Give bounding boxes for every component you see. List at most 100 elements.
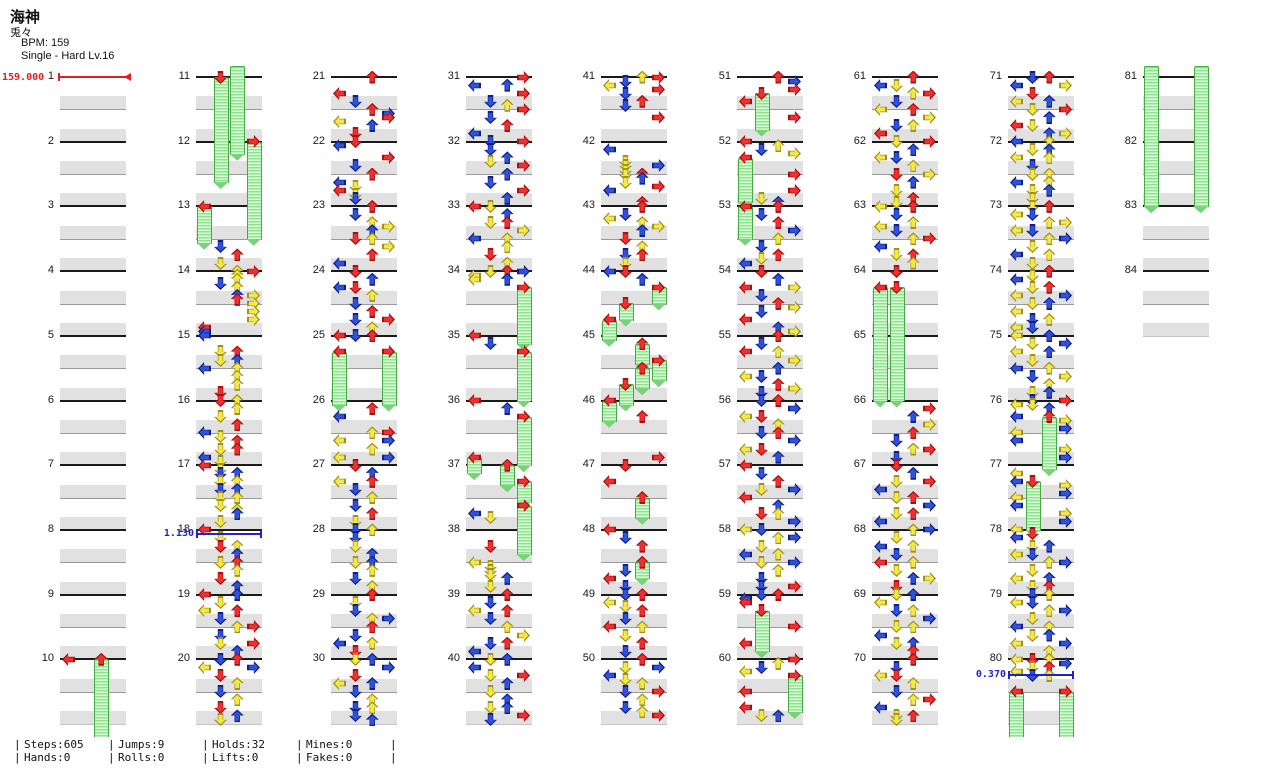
arrow-down-icon (349, 669, 362, 682)
arrow-up-icon (500, 636, 514, 650)
arrow-up-icon (635, 70, 649, 84)
measure-line (737, 658, 803, 661)
fakes-stat: Fakes:0 (306, 751, 353, 764)
arrow-down-icon (1026, 548, 1039, 561)
arrow-up-icon (1042, 70, 1056, 84)
arrow-right-icon (923, 87, 936, 100)
arrow-down-icon (214, 596, 227, 609)
arrow-down-icon (1026, 297, 1039, 310)
arrow-up-icon (906, 644, 920, 658)
measure-number: 74 (989, 264, 1002, 277)
arrow-right-icon (788, 556, 801, 569)
arrow-down-icon (890, 531, 903, 544)
measure-number: 29 (312, 587, 325, 600)
arrow-right-icon (382, 451, 395, 464)
arrow-down-icon (890, 669, 903, 682)
hold-note (516, 351, 532, 402)
arrow-left-icon (603, 212, 616, 225)
measure-line (196, 528, 262, 531)
beat-band (196, 355, 262, 370)
arrow-down-icon (214, 713, 227, 726)
arrow-down-icon (755, 143, 768, 156)
arrow-left-icon (198, 200, 211, 213)
arrow-right-icon (652, 220, 665, 233)
arrow-down-icon (890, 208, 903, 221)
arrow-up-icon (365, 555, 379, 569)
arrow-up-icon (1042, 232, 1056, 246)
arrow-up-icon (500, 402, 514, 416)
arrow-left-icon (1010, 345, 1023, 358)
hold-note-tip (516, 465, 532, 473)
arrow-right-icon (923, 402, 936, 415)
arrow-right-icon (788, 147, 801, 160)
arrow-down-icon (349, 540, 362, 553)
arrow-right-icon (1059, 103, 1072, 116)
arrow-down-icon (755, 709, 768, 722)
arrow-down-icon (1026, 475, 1039, 488)
hold-note-tip (466, 473, 482, 481)
arrow-down-icon (484, 637, 497, 650)
arrow-right-icon (923, 232, 936, 245)
arrow-down-icon (890, 119, 903, 132)
beat-band (737, 419, 803, 434)
measure-line (466, 334, 532, 337)
arrow-up-icon (771, 507, 785, 521)
arrow-right-icon (788, 580, 801, 593)
arrow-left-icon (333, 281, 346, 294)
stop-marker-value: 1.130 (163, 527, 194, 539)
arrow-left-icon (468, 645, 481, 658)
beat-band (737, 96, 803, 111)
stats-row-1: | Steps:605 | Jumps:9 | Holds:32 | Mines:0 | (14, 738, 400, 751)
measure-line (466, 399, 532, 402)
divider: | (108, 738, 115, 751)
arrow-up-icon (635, 539, 649, 553)
arrow-left-icon (874, 483, 887, 496)
arrow-down-icon (214, 556, 227, 569)
arrow-up-icon (635, 652, 649, 666)
arrow-down-icon (214, 499, 227, 512)
hold-note-tip (618, 319, 634, 327)
arrow-up-icon (94, 652, 108, 666)
hold-note (1058, 691, 1074, 737)
beat-band (1008, 614, 1074, 628)
arrow-down-icon (890, 248, 903, 261)
arrow-down-icon (755, 523, 768, 536)
arrow-left-icon (1010, 596, 1023, 609)
arrow-down-icon (484, 713, 497, 726)
beat-band (60, 549, 126, 564)
arrow-right-icon (652, 661, 665, 674)
arrow-left-icon (198, 426, 211, 439)
measure-number: 53 (718, 199, 731, 212)
measure-line (737, 140, 803, 143)
arrow-left-icon (1010, 248, 1023, 261)
measure-line (737, 334, 803, 337)
arrow-down-icon (890, 459, 903, 472)
arrow-up-icon (771, 450, 785, 464)
jumps-stat: Jumps:9 (118, 738, 165, 751)
arrow-up-icon (500, 232, 514, 246)
hold-note-tip (787, 711, 803, 719)
measure-line (466, 76, 532, 78)
arrow-up-icon (365, 102, 379, 116)
arrow-left-icon (62, 653, 75, 666)
arrow-left-icon (874, 515, 887, 528)
divider: | (108, 751, 115, 764)
beat-band (872, 419, 938, 434)
beat-band (466, 678, 532, 693)
arrow-down-icon (214, 572, 227, 585)
arrow-up-icon (771, 248, 785, 262)
arrow-right-icon (923, 523, 936, 536)
beat-band (601, 484, 667, 499)
beat-band (60, 161, 126, 176)
arrow-up-icon (635, 199, 649, 213)
arrow-up-icon (906, 216, 920, 230)
arrow-up-icon (230, 547, 244, 561)
arrow-right-icon (517, 265, 530, 278)
arrow-right-icon (788, 111, 801, 124)
measure-number: 82 (1124, 134, 1137, 147)
arrow-right-icon (652, 111, 665, 124)
arrow-right-icon (788, 531, 801, 544)
arrow-left-icon (1010, 653, 1023, 666)
hold-note-tip (754, 651, 770, 659)
arrow-up-icon (635, 620, 649, 634)
